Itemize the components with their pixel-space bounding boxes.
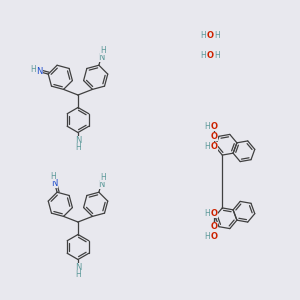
Text: H: H — [204, 122, 210, 131]
Text: H: H — [75, 270, 81, 279]
Text: N: N — [36, 67, 43, 76]
Text: O: O — [211, 232, 218, 241]
Text: H: H — [204, 232, 210, 241]
Text: H: H — [214, 31, 220, 40]
Text: O: O — [206, 31, 214, 40]
Text: O: O — [211, 209, 218, 218]
Text: N: N — [52, 179, 58, 188]
Text: N: N — [98, 180, 104, 189]
Text: N: N — [75, 136, 81, 145]
Text: H: H — [100, 173, 106, 182]
Text: H: H — [204, 142, 210, 151]
Text: H: H — [50, 172, 56, 181]
Text: O: O — [211, 122, 218, 131]
Text: H: H — [214, 50, 220, 59]
Text: O: O — [211, 132, 218, 141]
Text: H: H — [200, 31, 206, 40]
Text: H: H — [75, 143, 81, 152]
Text: N: N — [98, 53, 104, 62]
Text: O: O — [211, 142, 218, 151]
Text: H: H — [100, 46, 106, 55]
Text: N: N — [75, 263, 81, 272]
Text: O: O — [211, 222, 218, 231]
Text: H: H — [204, 209, 210, 218]
Text: H: H — [200, 50, 206, 59]
Text: H: H — [30, 65, 36, 74]
Text: O: O — [206, 50, 214, 59]
